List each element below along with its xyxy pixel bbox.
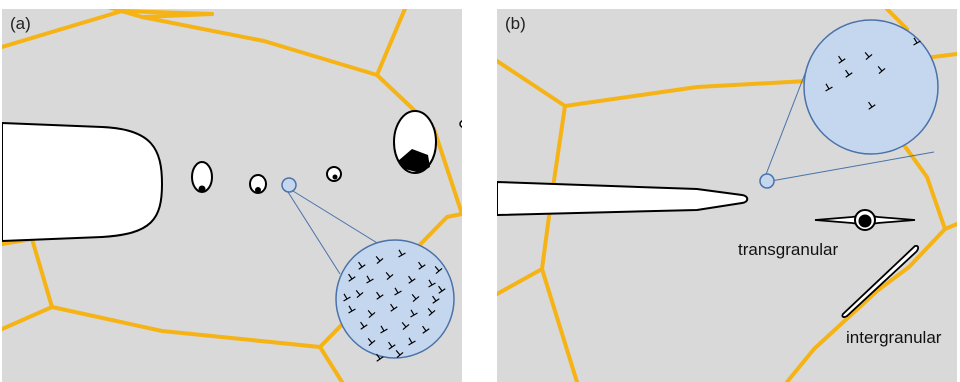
- intergranular-crack: [841, 244, 920, 318]
- dislocation-icon: [864, 52, 873, 61]
- dislocation-icon: [434, 266, 443, 275]
- dislocation-icon: [411, 294, 420, 303]
- dislocation-symbols-dense: [343, 249, 446, 362]
- dislocation-icon: [343, 293, 351, 302]
- dislocation-icon: [845, 69, 853, 78]
- dislocation-icon: [913, 37, 921, 46]
- dislocation-icon: [868, 101, 876, 110]
- dislocation-icon: [398, 249, 406, 258]
- dislocation-icon: [348, 305, 356, 314]
- dislocation-icon: [838, 55, 846, 64]
- sharp-crack: [497, 180, 749, 217]
- dislocation-icon: [376, 291, 384, 300]
- dislocation-icon: [358, 261, 366, 270]
- small-magnified-region: [759, 173, 775, 189]
- panel-a: (a): [2, 9, 462, 382]
- dislocation-icon: [408, 275, 416, 284]
- magnifier-circle: [335, 239, 455, 359]
- dislocation-icon: [376, 353, 384, 362]
- magnifier-circle: [803, 19, 939, 155]
- panel-b-label: (b): [505, 14, 526, 33]
- dislocation-icon: [427, 308, 436, 317]
- dislocation-icon: [877, 66, 886, 75]
- dislocation-icon: [438, 285, 446, 294]
- dislocation-icon: [422, 325, 430, 334]
- small-magnified-region: [281, 177, 297, 193]
- dislocation-icon: [367, 338, 376, 347]
- panel-b-diagram: [497, 9, 957, 382]
- panel-a-diagram: [2, 9, 462, 382]
- dislocation-icon: [418, 261, 426, 270]
- dislocation-icon: [375, 256, 384, 265]
- dislocation-icon: [367, 310, 376, 319]
- blunt-crack: [2, 121, 164, 243]
- dislocation-icon: [410, 309, 418, 318]
- dislocation-icon: [380, 325, 388, 334]
- transgranular-crack: [814, 209, 916, 231]
- dislocation-icon: [355, 290, 364, 299]
- panel-a-label: (a): [10, 14, 31, 33]
- dislocation-icon: [348, 273, 356, 282]
- dislocation-icon: [432, 295, 440, 304]
- dislocation-icon: [385, 272, 394, 281]
- dislocation-icon: [394, 287, 402, 296]
- dislocation-icon: [360, 321, 368, 330]
- voids: [191, 110, 462, 194]
- intergranular-label: intergranular: [846, 328, 942, 347]
- dislocation-symbols-sparse: [825, 37, 921, 110]
- dislocation-icon: [825, 83, 833, 92]
- dislocation-icon: [366, 275, 374, 284]
- dislocation-icon: [390, 303, 398, 312]
- dislocation-icon: [388, 341, 396, 350]
- magnifier-lines: [764, 70, 935, 182]
- dislocation-icon: [428, 279, 436, 288]
- panel-b: (b) transgranular intergranular: [497, 9, 957, 382]
- dislocation-icon: [408, 337, 416, 346]
- dislocation-icon: [401, 322, 410, 331]
- dislocation-icon: [395, 350, 404, 359]
- transgranular-label: transgranular: [738, 240, 839, 259]
